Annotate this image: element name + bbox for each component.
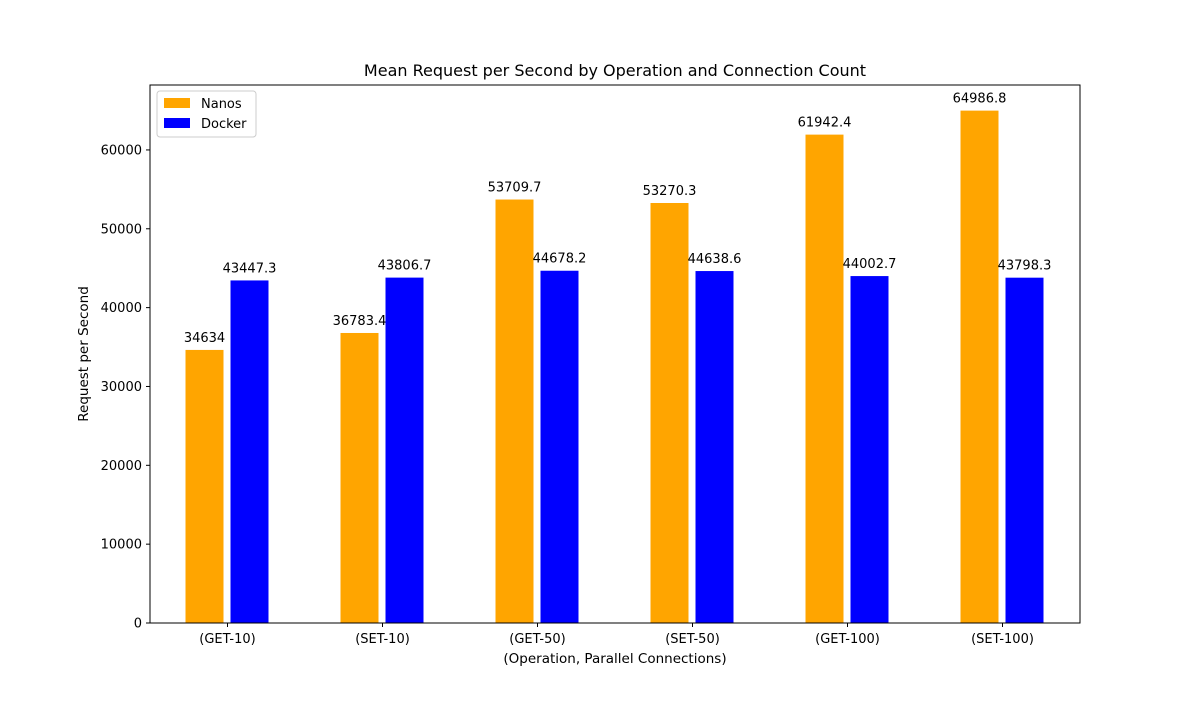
x-tick-label-2: (GET-50) <box>509 632 565 647</box>
x-tick-label-1: (SET-10) <box>355 632 410 647</box>
legend-swatch-docker <box>164 118 190 128</box>
bar-nanos-5 <box>960 110 999 624</box>
bar-docker-3 <box>695 271 734 623</box>
legend-label-nanos: Nanos <box>201 97 242 112</box>
y-tick-label-1: 10000 <box>101 538 142 553</box>
x-tick-label-4: (GET-100) <box>815 632 880 647</box>
legend-swatch-nanos <box>164 98 190 108</box>
bar-nanos-0 <box>185 349 224 623</box>
plot-area: 34634 36783.4 53709.7 53270.3 61942.4 64986.8… <box>101 84 1081 647</box>
x-axis-label: (Operation, Parallel Connections) <box>503 651 726 667</box>
data-label-docker-2: 44678.2 <box>533 252 587 267</box>
data-label-nanos-0: 34634 <box>184 331 225 346</box>
bar-nanos-2 <box>495 199 534 623</box>
legend: Nanos Docker <box>156 90 257 138</box>
data-label-nanos-3: 53270.3 <box>643 184 697 199</box>
bar-nanos-1 <box>340 332 379 623</box>
y-tick-label-2: 20000 <box>101 459 142 474</box>
x-tick-label-0: (GET-10) <box>199 632 255 647</box>
y-tick-label-0: 0 <box>134 617 142 632</box>
x-tick-label-5: (SET-100) <box>971 632 1034 647</box>
plot-frame <box>149 84 1081 624</box>
y-tick-label-3: 30000 <box>101 380 142 395</box>
y-tick-label-6: 60000 <box>101 143 142 158</box>
data-label-nanos-2: 53709.7 <box>488 181 542 196</box>
data-label-docker-3: 44638.6 <box>688 252 742 267</box>
bar-docker-5 <box>1005 277 1044 623</box>
bar-docker-4 <box>850 276 889 623</box>
data-label-nanos-5: 64986.8 <box>953 92 1007 107</box>
data-label-nanos-1: 36783.4 <box>333 314 387 329</box>
data-label-docker-4: 44002.7 <box>843 257 897 272</box>
y-tick-label-4: 40000 <box>101 301 142 316</box>
chart-title: Mean Request per Second by Operation and… <box>364 61 866 80</box>
y-axis-label: Request per Second <box>76 286 92 422</box>
data-label-docker-0: 43447.3 <box>223 261 277 276</box>
legend-label-docker: Docker <box>201 117 247 132</box>
data-label-nanos-4: 61942.4 <box>798 116 852 131</box>
bar-docker-0 <box>230 280 269 623</box>
x-tick-label-3: (SET-50) <box>665 632 720 647</box>
bar-docker-2 <box>540 270 579 623</box>
data-label-docker-1: 43806.7 <box>378 259 432 274</box>
bar-docker-1 <box>385 277 424 623</box>
y-tick-label-5: 50000 <box>101 222 142 237</box>
bar-nanos-4 <box>805 134 844 623</box>
bar-nanos-3 <box>650 203 689 623</box>
data-label-docker-5: 43798.3 <box>998 259 1052 274</box>
